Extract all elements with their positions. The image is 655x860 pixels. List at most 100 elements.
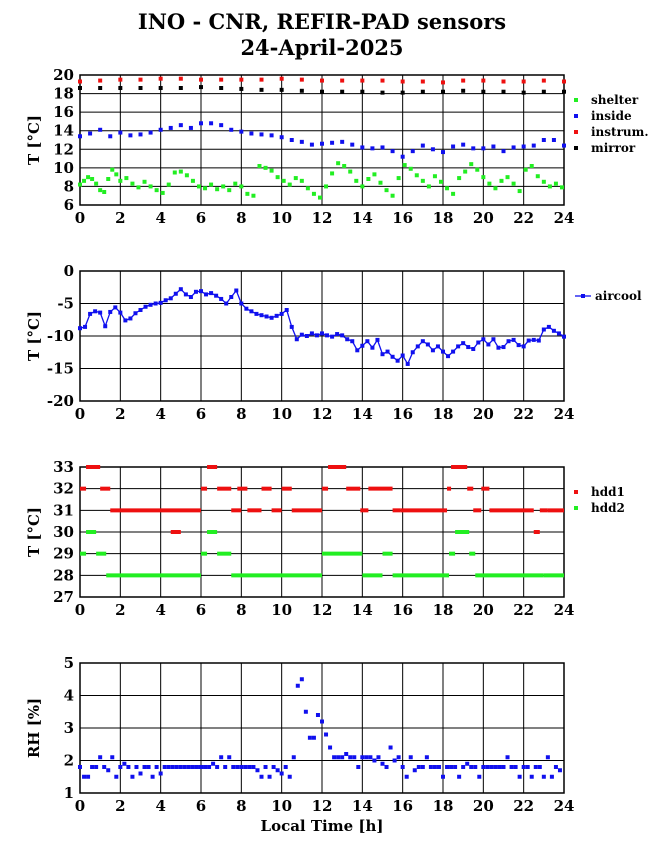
y-tick-label: -20 bbox=[47, 392, 74, 410]
data-point bbox=[317, 195, 322, 200]
plot-frame bbox=[79, 74, 565, 206]
data-point bbox=[400, 79, 405, 84]
data-point bbox=[384, 188, 389, 193]
data-point bbox=[239, 301, 244, 306]
data-point bbox=[390, 149, 395, 154]
data-point bbox=[360, 89, 365, 94]
data-point bbox=[291, 755, 296, 760]
y-tick-label: 30 bbox=[53, 523, 74, 541]
data-point bbox=[441, 150, 445, 155]
data-point bbox=[98, 755, 103, 760]
data-point bbox=[330, 140, 335, 145]
data-point bbox=[420, 178, 425, 183]
data-point bbox=[118, 77, 123, 82]
legend-label: hdd1 bbox=[591, 485, 625, 499]
y-tick-label: 32 bbox=[53, 480, 74, 498]
x-tick-label: 8 bbox=[236, 797, 246, 815]
data-point bbox=[178, 76, 183, 81]
y-tick-label: 6 bbox=[64, 196, 74, 214]
data-point bbox=[529, 164, 534, 168]
data-point bbox=[328, 745, 333, 750]
data-point bbox=[537, 765, 542, 769]
data-point bbox=[138, 771, 143, 776]
data-point bbox=[264, 314, 269, 319]
data-point bbox=[360, 184, 365, 189]
data-point bbox=[271, 765, 276, 769]
x-tick-label: 10 bbox=[271, 797, 292, 815]
plot-frame bbox=[79, 662, 565, 794]
data-point bbox=[487, 181, 492, 186]
data-point bbox=[174, 765, 179, 769]
data-point bbox=[227, 755, 232, 760]
x-tick-label: 12 bbox=[312, 405, 333, 423]
data-point bbox=[136, 185, 141, 190]
legend-label: hdd2 bbox=[591, 501, 625, 515]
legend-label: instrum. bbox=[591, 125, 649, 139]
data-point bbox=[559, 185, 564, 190]
data-point bbox=[209, 121, 214, 126]
data-point bbox=[360, 78, 365, 83]
chart-panel-2: 0 2 4 6 8 10 12 14 16 18 20 22 24-20-15-10-50T [°C]a… bbox=[25, 262, 642, 423]
data-point bbox=[168, 296, 173, 301]
data-point bbox=[168, 125, 173, 130]
data-point bbox=[314, 333, 319, 338]
data-point bbox=[501, 345, 506, 350]
legend-label: aircool bbox=[595, 289, 642, 303]
x-tick-label: 20 bbox=[473, 797, 494, 815]
data-point bbox=[223, 765, 228, 769]
data-point bbox=[370, 345, 375, 350]
legend-label: shelter bbox=[591, 93, 639, 107]
data-point bbox=[531, 143, 536, 148]
data-point bbox=[118, 310, 123, 315]
data-point bbox=[219, 77, 224, 82]
data-point bbox=[342, 164, 347, 168]
data-point bbox=[324, 732, 329, 737]
x-tick-label: 2 bbox=[115, 797, 125, 815]
data-point bbox=[562, 334, 566, 339]
data-point bbox=[416, 765, 421, 769]
data-point bbox=[400, 353, 405, 358]
data-point bbox=[497, 765, 502, 769]
data-point bbox=[274, 313, 279, 318]
data-point bbox=[390, 193, 395, 198]
data-point bbox=[481, 337, 486, 342]
data-point bbox=[396, 176, 401, 181]
data-point bbox=[354, 178, 359, 183]
data-point bbox=[259, 774, 264, 779]
data-point bbox=[420, 765, 425, 769]
data-point bbox=[166, 182, 171, 187]
x-tick-label: 16 bbox=[392, 797, 413, 815]
data-point bbox=[199, 289, 203, 294]
data-point bbox=[154, 765, 159, 769]
data-point bbox=[360, 145, 365, 150]
x-tick-label: 16 bbox=[392, 601, 413, 619]
data-point bbox=[344, 752, 349, 756]
data-point bbox=[199, 121, 203, 126]
data-point bbox=[473, 765, 478, 769]
data-point bbox=[477, 774, 482, 779]
data-point bbox=[170, 765, 175, 769]
data-point bbox=[244, 306, 249, 311]
data-point bbox=[453, 765, 458, 769]
data-point bbox=[385, 349, 390, 354]
data-point bbox=[425, 342, 430, 347]
legend-label: mirror bbox=[591, 141, 636, 155]
data-point bbox=[405, 361, 410, 366]
x-tick-label: 24 bbox=[554, 209, 575, 227]
data-point bbox=[541, 138, 546, 142]
data-point bbox=[400, 765, 405, 769]
y-tick-label: -10 bbox=[47, 327, 74, 345]
data-point bbox=[545, 755, 550, 760]
data-point bbox=[257, 164, 262, 168]
data-point bbox=[513, 765, 518, 769]
y-tick-label: -5 bbox=[57, 295, 74, 313]
data-point bbox=[481, 146, 486, 151]
data-point bbox=[106, 177, 111, 181]
data-point bbox=[98, 188, 103, 193]
data-point bbox=[289, 324, 294, 329]
data-point bbox=[254, 311, 259, 316]
data-point bbox=[457, 774, 462, 779]
data-point bbox=[525, 765, 530, 769]
x-tick-label: 22 bbox=[513, 405, 534, 423]
